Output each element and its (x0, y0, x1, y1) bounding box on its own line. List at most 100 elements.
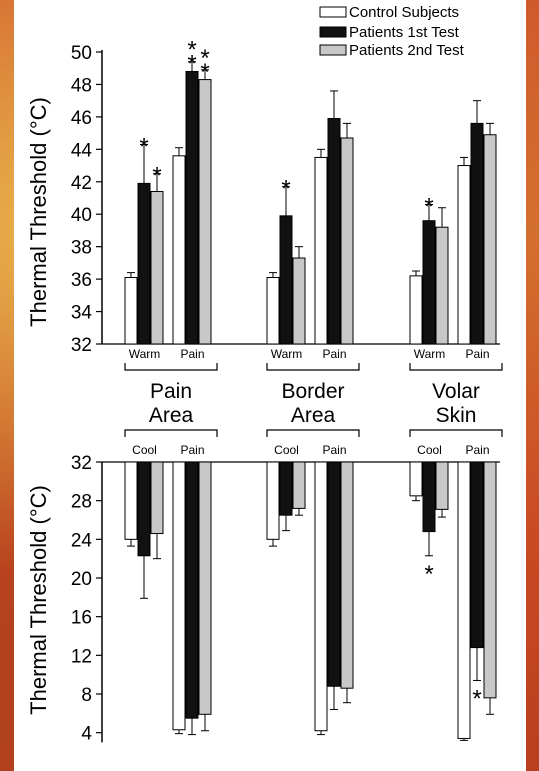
top-bar (137, 182, 151, 345)
top-significance-marker: * (281, 176, 290, 203)
top-y-axis: 32 34 36 38 40 42 44 46 48 50 (71, 43, 500, 356)
bottom-bar (198, 461, 212, 715)
legend-swatch (319, 6, 347, 18)
legend-label: Control Subjects (349, 4, 459, 21)
top-y-tick-label: 44 (71, 140, 93, 161)
bottom-category-labels: Cool Pain Cool Pain Cool Pain (124, 429, 503, 457)
top-bar (172, 155, 186, 345)
region-label: Area (149, 404, 194, 427)
bottom-category-label: Pain (180, 443, 204, 457)
top-y-tick-label: 48 (71, 75, 92, 96)
bottom-bar (435, 461, 449, 510)
bottom-significance-marker: * (472, 685, 481, 712)
bottom-y-tick-label: 28 (71, 492, 92, 513)
bottom-bar (327, 461, 341, 687)
top-significance-marker: * (187, 37, 196, 64)
top-category-label: Warm (414, 347, 446, 361)
bottom-bar (340, 461, 354, 689)
bottom-category-label: Cool (274, 443, 299, 457)
top-category-label: Warm (129, 347, 161, 361)
top-bar (279, 215, 293, 345)
top-y-tick-label: 38 (71, 238, 92, 259)
bottom-bar (185, 461, 199, 719)
region-label: Skin (436, 404, 477, 427)
top-y-tick-label: 36 (71, 270, 92, 291)
top-bar (198, 79, 212, 345)
bottom-bar (470, 461, 484, 649)
bottom-significance-marker: * (424, 561, 433, 588)
top-bar (422, 220, 436, 345)
figure-panel (14, 0, 526, 771)
bottom-category-label: Cool (417, 443, 442, 457)
top-group-bracket (124, 363, 218, 371)
bottom-bar (279, 461, 293, 516)
bottom-category-label: Cool (132, 443, 157, 457)
bottom-bar (457, 461, 471, 739)
bottom-group-bracket (409, 429, 503, 437)
legend-swatch (319, 44, 347, 56)
top-y-tick-label: 50 (71, 43, 92, 64)
bottom-bar (172, 461, 186, 731)
top-significance-marker: * (139, 133, 148, 160)
legend-label: Patients 1st Test (349, 24, 460, 41)
bottom-bar (266, 461, 280, 540)
region-label: Volar (432, 380, 480, 403)
bottom-group-bracket (266, 429, 360, 437)
bottom-y-tick-label: 32 (71, 453, 92, 474)
top-bar (409, 275, 423, 345)
top-y-axis-label: Thermal Threshold (°C) (26, 97, 51, 327)
bottom-bar (409, 461, 423, 497)
top-category-labels: Warm Pain Warm Pain Warm Pain (124, 347, 503, 371)
top-bar (470, 122, 484, 345)
bottom-bar (124, 461, 138, 540)
bottom-y-tick-label: 24 (71, 530, 93, 551)
bottom-y-tick-label: 8 (81, 685, 92, 706)
bottom-bar (292, 461, 306, 509)
top-category-label: Pain (322, 347, 346, 361)
top-chart: 32 34 36 38 40 42 44 46 48 50 Thermal Threshold (… (26, 4, 503, 371)
bottom-bar (137, 461, 151, 557)
bottom-bar (314, 461, 328, 732)
legend-swatch (319, 26, 347, 38)
bottom-y-axis-label: Thermal Threshold (°C) (26, 485, 51, 715)
top-bar (124, 276, 138, 345)
top-significance-marker: * (200, 59, 209, 86)
top-bar (266, 276, 280, 345)
top-bar (327, 118, 341, 345)
bottom-category-label: Pain (322, 443, 346, 457)
bottom-y-tick-label: 4 (81, 724, 92, 745)
top-significance-marker: * (200, 45, 209, 72)
top-y-tick-label: 34 (71, 303, 93, 324)
bottom-y-tick-label: 20 (71, 569, 92, 590)
legend-label: Patients 2nd Test (349, 42, 465, 59)
top-bars: **** **** (124, 37, 497, 345)
bottom-category-label: Pain (465, 443, 489, 457)
top-significance-marker: * (187, 51, 196, 78)
top-bar (150, 191, 164, 345)
bottom-bar (150, 461, 164, 535)
top-category-label: Pain (465, 347, 489, 361)
top-significance-marker: * (424, 193, 433, 220)
region-label: Area (291, 404, 336, 427)
bottom-group-bracket (124, 429, 218, 437)
top-category-label: Pain (180, 347, 204, 361)
top-bar (292, 257, 306, 345)
top-bar (340, 137, 354, 345)
bottom-chart: 4 8 12 16 20 24 28 32 Thermal Threshold (°C) Co… (26, 429, 503, 745)
bottom-y-tick-label: 16 (71, 608, 92, 629)
region-label: Pain (150, 380, 192, 403)
bottom-bar (483, 461, 497, 699)
top-bar (314, 156, 328, 345)
top-y-tick-label: 42 (71, 173, 92, 194)
legend: Control Subjects Patients 1st TestPatient… (319, 4, 465, 59)
top-y-tick-label: 46 (71, 108, 92, 129)
region-label: Border (281, 380, 344, 403)
bottom-bars: ** (124, 461, 497, 741)
top-bar (185, 70, 199, 345)
top-significance-marker: * (152, 163, 161, 190)
top-group-bracket (409, 363, 503, 371)
top-bar (457, 165, 471, 345)
